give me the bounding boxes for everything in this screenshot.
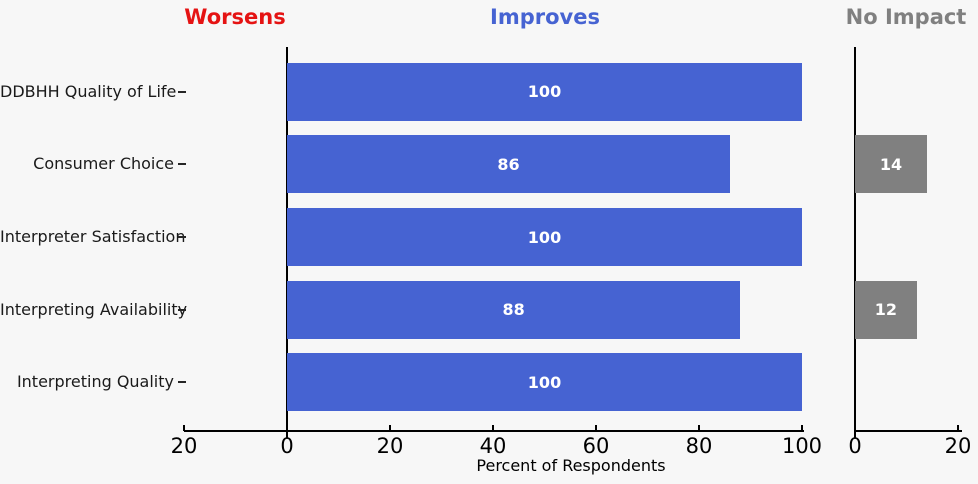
- improves-bar: 100: [287, 208, 802, 266]
- x-tick-label: 20: [170, 434, 198, 458]
- x-tick-label: 40: [479, 434, 507, 458]
- no-impact-bar: 12: [855, 280, 917, 339]
- improves-bar: 100: [287, 353, 802, 412]
- bar-value-label: 12: [874, 300, 898, 320]
- bar-value-label: 14: [879, 154, 903, 174]
- x-tick-label: 80: [685, 434, 713, 458]
- category-label: DDBHH Quality of Life: [0, 81, 177, 101]
- category-label: Interpreter Satisfaction: [0, 227, 186, 246]
- no-impact-left-spine: [854, 47, 856, 438]
- improves-bar: 86: [287, 135, 730, 194]
- x-tick-mark: [389, 425, 391, 431]
- bar-value-label: 88: [502, 300, 525, 320]
- category-label: Consumer Choice: [33, 154, 174, 174]
- x-tick-mark: [957, 425, 959, 431]
- main-x-axis-line: [184, 430, 804, 432]
- column-header-no-impact: No Impact: [845, 5, 967, 29]
- x-tick-mark: [183, 425, 185, 431]
- x-tick-mark: [492, 425, 494, 431]
- x-tick-mark: [595, 425, 597, 431]
- category-tick-mark: [178, 308, 186, 311]
- column-header-improves: Improves: [490, 5, 600, 29]
- bar-value-label: 100: [527, 372, 562, 392]
- x-tick-label: 0: [848, 434, 862, 458]
- x-tick-mark: [698, 425, 700, 431]
- category-tick-mark: [178, 236, 186, 238]
- x-tick-mark: [854, 425, 856, 431]
- x-tick-label: 20: [376, 434, 404, 458]
- category-tick-mark: [178, 381, 186, 384]
- no-impact-x-axis-line: [854, 430, 962, 432]
- improves-bar: 88: [287, 280, 741, 339]
- category-label: Interpreting Quality: [16, 372, 174, 392]
- x-axis-title: Percent of Respondents: [476, 456, 666, 475]
- no-impact-bar: 14: [855, 135, 928, 194]
- category-tick-mark: [178, 90, 186, 93]
- x-tick-label: 20: [944, 434, 972, 458]
- category-label: Interpreting Availability: [0, 299, 188, 319]
- improves-bar: 100: [287, 62, 802, 121]
- column-header-worsens: Worsens: [184, 5, 286, 29]
- bar-value-label: 100: [527, 82, 562, 102]
- x-tick-label: 100: [781, 434, 823, 458]
- x-tick-label: 0: [280, 434, 294, 458]
- x-tick-label: 60: [582, 434, 610, 458]
- x-tick-mark: [801, 425, 803, 431]
- category-tick-mark: [178, 163, 186, 166]
- bar-value-label: 100: [527, 227, 562, 247]
- bar-value-label: 86: [497, 154, 520, 174]
- x-tick-mark: [286, 425, 288, 431]
